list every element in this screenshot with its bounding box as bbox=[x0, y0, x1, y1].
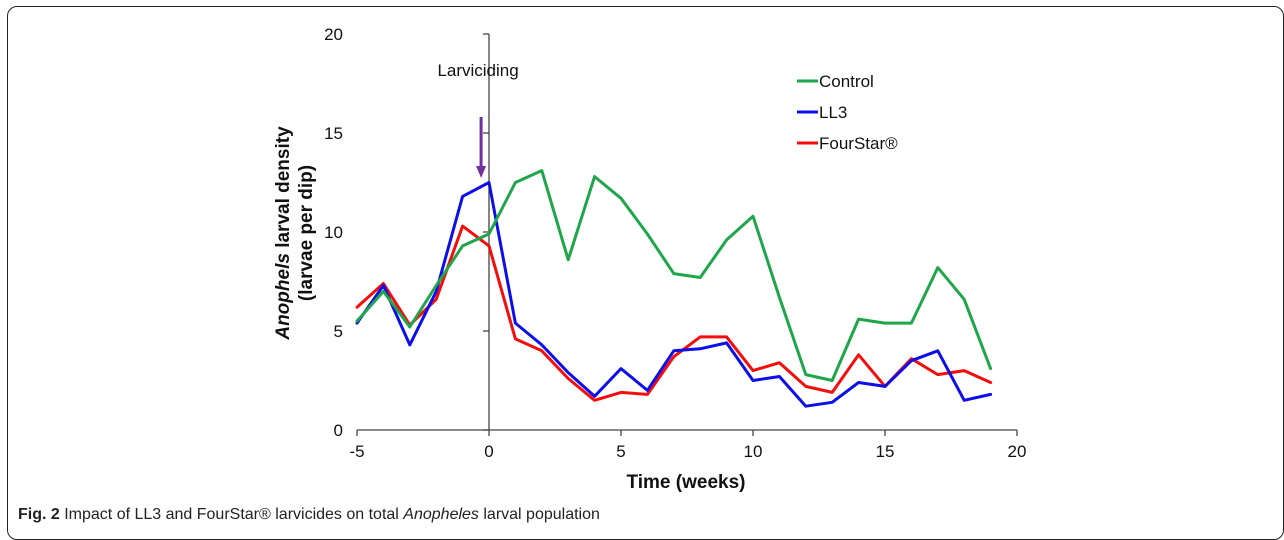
annotation-arrow-head bbox=[476, 166, 487, 178]
y-tick-label: 10 bbox=[324, 223, 343, 242]
axes bbox=[357, 34, 1017, 431]
x-tick-label: 20 bbox=[1008, 442, 1027, 461]
caption-fig-label: Fig. 2 bbox=[18, 506, 60, 523]
y-axis-label-line2: (larvae per dip) bbox=[296, 165, 317, 301]
x-tick-label: 15 bbox=[876, 442, 895, 461]
series-line-control bbox=[355, 169, 993, 382]
y-tick-label: 20 bbox=[324, 25, 343, 44]
y-axis-label-rest: larval density bbox=[273, 126, 294, 253]
x-tick-label: -5 bbox=[349, 442, 364, 461]
x-tick-label: 10 bbox=[744, 442, 763, 461]
legend: Control LL3 FourStar® bbox=[797, 72, 898, 153]
y-tick-label: 5 bbox=[334, 322, 343, 341]
annotation-label: Larviciding bbox=[437, 61, 518, 80]
y-tick-label: 0 bbox=[334, 421, 343, 440]
axis-ticks: -5 0 5 10 15 20 0 5 10 15 20 bbox=[324, 25, 1026, 461]
y-tick-label: 15 bbox=[324, 124, 343, 143]
series-line-ll3 bbox=[355, 181, 993, 408]
series-lines bbox=[355, 169, 993, 408]
legend-label: Control bbox=[819, 72, 874, 91]
y-axis-label-italic: Anophels bbox=[273, 253, 294, 341]
figure-caption: Fig. 2 Impact of LL3 and FourStar® larvi… bbox=[18, 506, 600, 524]
y-axis-label: Anophels larval density bbox=[273, 126, 294, 341]
x-tick-label: 0 bbox=[484, 442, 493, 461]
legend-label: FourStar® bbox=[819, 134, 898, 153]
caption-text-2: larval population bbox=[478, 506, 600, 523]
caption-text-1: Impact of LL3 and FourStar® larvicides o… bbox=[59, 506, 404, 523]
x-tick-label: 5 bbox=[616, 442, 625, 461]
x-axis-label: Time (weeks) bbox=[627, 472, 746, 493]
caption-italic: Anopheles bbox=[403, 506, 479, 523]
legend-label: LL3 bbox=[819, 103, 847, 122]
annotation: Larviciding bbox=[437, 61, 519, 178]
